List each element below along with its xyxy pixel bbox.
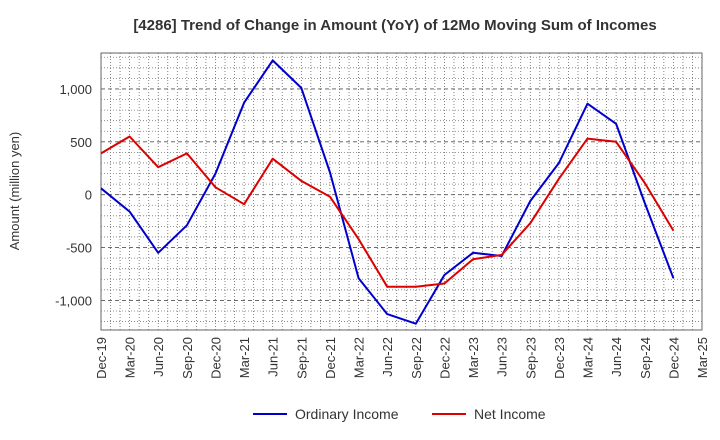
x-tick-label: Dec-22 (437, 337, 452, 379)
x-tick-label: Jun-23 (495, 337, 510, 377)
plot-area (100, 52, 703, 331)
x-tick-label: Dec-21 (323, 337, 338, 379)
x-tick-label: Jun-24 (609, 337, 624, 377)
chart-title: [4286] Trend of Change in Amount (YoY) o… (133, 17, 656, 34)
x-tick-label: Sep-24 (638, 337, 653, 379)
legend-label-1: Net Income (474, 406, 546, 422)
x-tick-label: Dec-20 (209, 337, 224, 379)
y-tick-label: 0 (85, 188, 92, 203)
x-tick-label: Mar-24 (581, 337, 596, 378)
x-tick-label: Jun-22 (380, 337, 395, 377)
x-tick-label: Sep-23 (523, 337, 538, 379)
x-tick-label: Sep-21 (294, 337, 309, 379)
x-tick-label: Dec-23 (552, 337, 567, 379)
series-group (100, 59, 675, 325)
x-tick-label: Mar-20 (123, 337, 138, 378)
y-tick-label: 500 (70, 135, 92, 150)
legend: Ordinary Income Net Income (253, 406, 546, 422)
x-tick-label: Dec-24 (666, 337, 681, 379)
series-line-0 (100, 59, 675, 325)
x-tick-label: Mar-25 (695, 337, 710, 378)
x-tick-label: Sep-20 (180, 337, 195, 379)
tick-labels: -1,000 -500 0 500 1,000 Dec-19 Mar-20 Jun-20 Sep… (55, 82, 710, 379)
x-tick-label: Jun-21 (266, 337, 281, 377)
y-tick-label: -500 (66, 241, 92, 256)
plot-border (100, 52, 703, 331)
x-tick-label: Mar-22 (352, 337, 367, 378)
x-tick-label: Dec-19 (94, 337, 109, 379)
x-tick-label: Mar-23 (466, 337, 481, 378)
x-tick-label: Jun-20 (151, 337, 166, 377)
series-line-1 (100, 135, 675, 288)
y-tick-label: 1,000 (59, 82, 92, 97)
x-tick-label: Sep-22 (409, 337, 424, 379)
x-tick-label: Mar-21 (237, 337, 252, 378)
y-axis-label: Amount (million yen) (7, 132, 22, 251)
y-tick-label: -1,000 (55, 293, 92, 308)
legend-label-0: Ordinary Income (295, 406, 399, 422)
